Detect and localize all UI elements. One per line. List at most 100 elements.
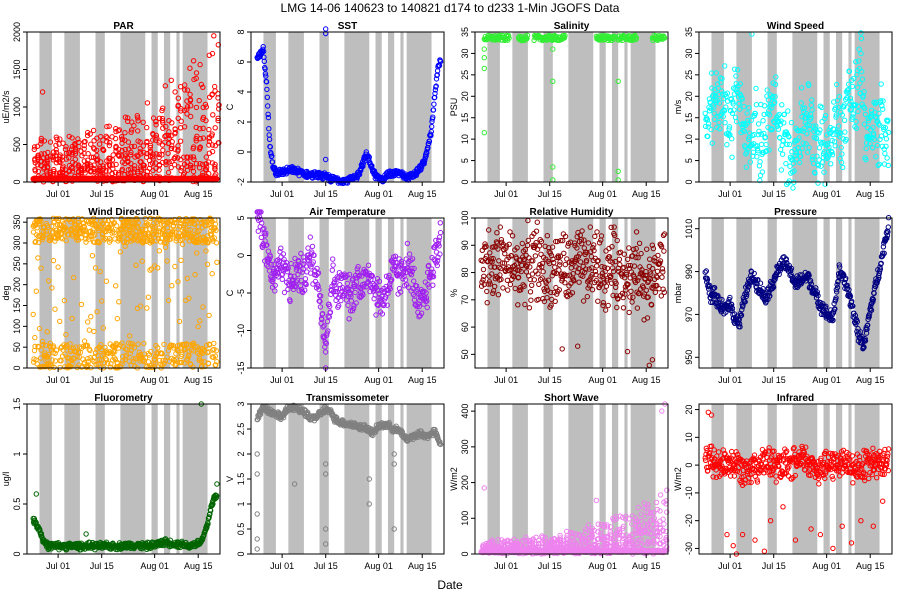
data-point	[47, 139, 54, 145]
data-point	[212, 161, 218, 168]
data-point	[99, 298, 105, 304]
data-point	[168, 77, 175, 84]
y-tick-label: 30	[460, 48, 470, 58]
data-point	[165, 169, 172, 176]
data-point	[168, 145, 175, 152]
data-point	[716, 119, 722, 126]
y-axis-label: PSU	[449, 98, 459, 117]
data-point	[255, 228, 261, 234]
data-point	[784, 141, 790, 148]
data-point	[494, 230, 500, 236]
data-point	[184, 104, 191, 110]
data-point	[787, 163, 793, 169]
data-point	[128, 166, 134, 172]
data-point	[561, 35, 568, 41]
data-point	[157, 177, 163, 184]
data-point	[67, 341, 73, 347]
data-point	[135, 220, 142, 226]
outlier-point	[550, 46, 556, 52]
data-point	[162, 244, 169, 251]
data-point	[801, 105, 808, 111]
data-point	[112, 349, 118, 355]
data-point	[173, 351, 179, 357]
data-point	[809, 107, 815, 113]
data-point	[845, 87, 851, 93]
data-point	[294, 263, 300, 269]
data-point	[78, 174, 85, 180]
y-tick-label: 4	[236, 89, 246, 94]
data-point	[128, 152, 134, 158]
data-point	[831, 126, 837, 133]
data-point	[48, 344, 54, 350]
data-point	[39, 236, 46, 243]
data-point	[206, 171, 212, 177]
data-point	[293, 279, 299, 285]
data-point	[177, 342, 183, 348]
outlier-point	[550, 78, 556, 85]
y-tick-label: 500	[12, 137, 22, 152]
data-point	[135, 168, 141, 175]
data-point	[35, 154, 42, 160]
outlier-point	[481, 55, 487, 61]
data-point	[33, 238, 39, 245]
data-point	[750, 149, 757, 156]
data-point	[786, 141, 793, 148]
data-point	[423, 153, 429, 159]
data-point	[747, 159, 754, 165]
shade-band-1	[512, 32, 528, 182]
data-point	[771, 100, 777, 106]
data-point	[409, 265, 415, 271]
data-point	[348, 298, 355, 304]
data-point	[171, 155, 177, 162]
data-point	[181, 346, 187, 352]
y-tick-label: 25	[460, 70, 470, 80]
y-axis-label: uE/m2/s	[1, 90, 11, 124]
y-tick-label: 35	[684, 27, 694, 37]
data-point	[104, 135, 110, 141]
data-point	[111, 355, 117, 361]
data-point	[179, 236, 185, 243]
data-point	[179, 351, 185, 358]
data-point	[115, 177, 122, 184]
data-point	[823, 132, 830, 138]
data-point	[115, 128, 121, 134]
data-point	[62, 146, 69, 153]
data-point	[144, 100, 151, 106]
data-point	[270, 276, 276, 283]
data-point	[34, 143, 41, 150]
data-point	[196, 146, 203, 152]
data-point	[853, 59, 859, 65]
data-point	[258, 209, 264, 215]
data-point	[785, 108, 791, 114]
plot-frame	[26, 217, 221, 369]
data-point	[72, 348, 79, 354]
data-point	[884, 155, 890, 161]
data-point	[49, 285, 55, 291]
data-point	[398, 289, 404, 295]
data-point	[308, 264, 314, 270]
data-point	[430, 282, 436, 288]
data-point	[729, 154, 735, 160]
data-point	[36, 325, 43, 332]
data-point	[755, 121, 762, 127]
data-point	[383, 294, 389, 300]
y-tick-label: 6	[236, 59, 246, 64]
data-point	[709, 85, 715, 91]
data-point	[633, 35, 640, 41]
data-point	[175, 115, 181, 122]
shade-band-0	[263, 218, 276, 368]
data-point	[106, 142, 113, 149]
data-point	[103, 356, 109, 362]
data-point	[838, 109, 844, 115]
data-point	[514, 261, 520, 267]
data-point	[200, 116, 206, 122]
data-point	[69, 168, 76, 174]
data-point	[203, 167, 210, 173]
data-point	[822, 116, 828, 122]
data-point	[766, 147, 772, 153]
data-point	[303, 281, 309, 288]
y-tick-label: 60	[460, 322, 470, 332]
data-point	[375, 287, 382, 294]
y-tick-label: 90	[460, 240, 470, 250]
data-point	[315, 270, 322, 276]
